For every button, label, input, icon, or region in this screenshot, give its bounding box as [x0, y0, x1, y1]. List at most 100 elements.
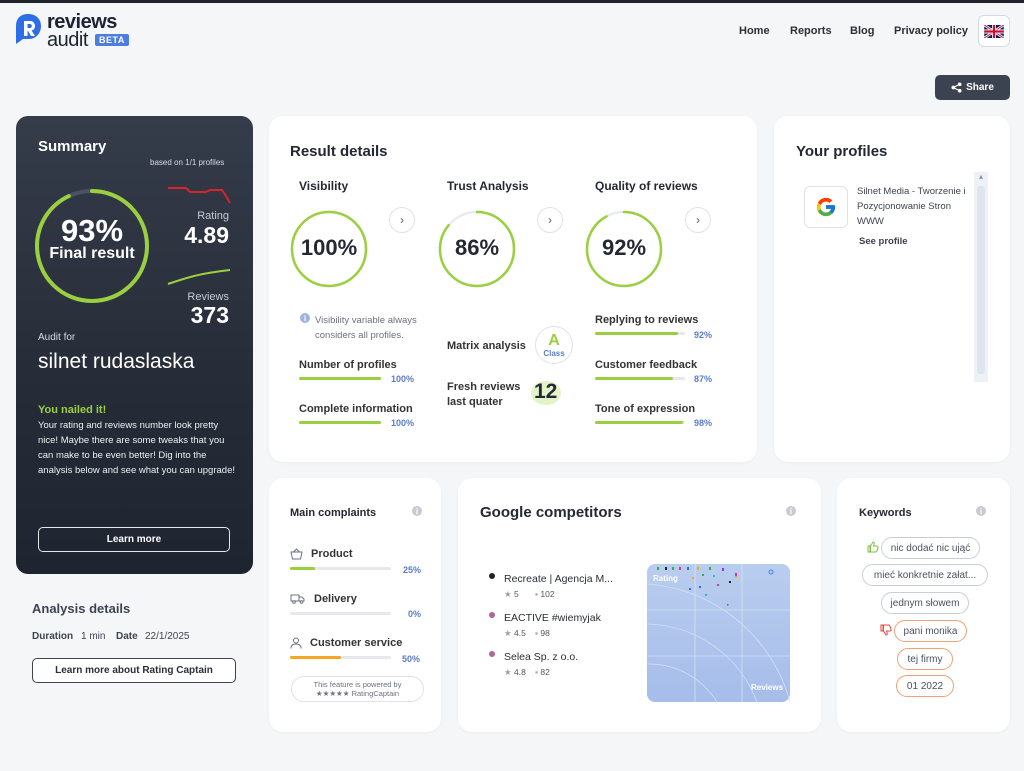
learn-more-rating-captain-button[interactable]: Learn more about Rating Captain [32, 658, 236, 683]
keyword-negative[interactable]: 01 2022 [896, 675, 954, 697]
info-icon[interactable]: i [786, 506, 796, 516]
competitor-rating-value: 4.8 [514, 667, 526, 677]
info-icon[interactable]: i [976, 506, 986, 516]
reviews-trend-line [167, 269, 231, 285]
visibility-percent: 100% [300, 235, 358, 260]
share-icon [951, 82, 962, 93]
visibility-ring [290, 210, 368, 288]
audit-for-name: silnet rudaslaska [38, 350, 195, 373]
competitor-reviews-value: 82 [540, 667, 550, 677]
duration-value: 1 min [81, 631, 106, 642]
thumbs-down-icon [880, 624, 892, 636]
scroll-up-icon[interactable]: ▴ [978, 172, 983, 181]
logo-text-audit: audit [47, 29, 88, 51]
scrollbar-thumb[interactable] [977, 186, 985, 374]
matrix-class-label: Class [543, 349, 565, 358]
person-icon [290, 637, 302, 649]
keyword-positive[interactable]: nic dodać nic ująć [881, 537, 980, 559]
your-profiles-card: Your profiles Silnet Media - Tworzenie i… [774, 116, 1010, 462]
info-icon[interactable]: i [412, 506, 422, 516]
final-label: Final result [49, 245, 135, 262]
customer-feedback-label: Customer feedback [595, 359, 698, 371]
nav-blog[interactable]: Blog [850, 25, 875, 37]
result-details-title: Result details [290, 143, 388, 160]
complaint-customer-service-label: Customer service [310, 637, 403, 649]
nav-home[interactable]: Home [739, 25, 770, 37]
google-competitors-card: Google competitors i Recreate | Agencja … [458, 478, 821, 732]
date-value: 22/1/2025 [145, 631, 190, 642]
logo[interactable]: reviews audit BETA [15, 11, 135, 52]
fresh-reviews-highlight [531, 381, 561, 405]
google-competitors-title: Google competitors [480, 504, 622, 521]
competitor-reviews-value: 102 [540, 589, 555, 599]
matrix-grade: A [548, 332, 560, 349]
powered-by-badge[interactable]: This feature is powered by ★★★★★ RatingC… [291, 676, 424, 702]
trust-percent: 86% [454, 235, 500, 260]
language-switcher[interactable] [978, 15, 1010, 47]
complaint-customer-service-pct: 50% [402, 654, 421, 664]
star-icon: ★ [504, 667, 512, 677]
customer-feedback-pct: 87% [694, 374, 713, 384]
keyword-positive[interactable]: mieć konkretnie załat... [862, 564, 988, 586]
rating-trend-line [168, 187, 231, 204]
learn-more-button[interactable]: Learn more [38, 527, 230, 552]
star-icon: ★ [504, 589, 512, 599]
replying-label: Replying to reviews [595, 314, 699, 326]
competitor-name: EACTIVE #wiemyjak [504, 612, 601, 624]
quality-title: Quality of reviews [595, 179, 698, 193]
truck-icon [290, 594, 305, 604]
competitor-reviews: ▪ 98 [535, 628, 550, 638]
keywords-title: Keywords [859, 507, 912, 519]
share-label: Share [966, 82, 994, 93]
replying-bar [595, 332, 685, 335]
complaint-product-bar [290, 567, 391, 570]
competitor-rating-value: 5 [514, 589, 519, 599]
complete-information-pct: 100% [391, 418, 415, 428]
visibility-expand-button[interactable]: › [389, 207, 415, 233]
keyword-negative[interactable]: pani monika [894, 620, 967, 642]
keyword-positive[interactable]: jednym słowem [881, 592, 969, 614]
rating-value: 4.89 [184, 222, 229, 248]
analysis-title: Analysis details [32, 601, 131, 616]
complaint-product-label: Product [311, 548, 353, 560]
competitor-name: Selea Sp. z o.o. [504, 651, 579, 663]
trust-expand-button[interactable]: › [537, 207, 563, 233]
chevron-right-icon: › [400, 213, 404, 227]
keyword-negative[interactable]: tej firmy [897, 648, 953, 670]
share-button[interactable]: Share [935, 75, 1010, 100]
nailed-text: Your rating and reviews number look pret… [38, 420, 235, 476]
trust-ring [438, 210, 516, 288]
competitor-rating: ★ 4.5 [504, 628, 526, 639]
competitors-scatter-map: Rating Reviews [647, 564, 790, 702]
complaint-delivery-label: Delivery [314, 593, 357, 605]
chart-y-label: Rating [653, 574, 678, 583]
visibility-title: Visibility [299, 179, 349, 193]
competitor-rating: ★ 4.8 [504, 667, 526, 678]
summary-title: Summary [38, 138, 107, 155]
nav-privacy-policy[interactable]: Privacy policy [894, 25, 968, 37]
quality-expand-button[interactable]: › [685, 207, 711, 233]
number-of-profiles-label: Number of profiles [299, 359, 397, 371]
competitor-dot [489, 612, 495, 618]
star-icon: ★ [504, 628, 512, 638]
trust-analysis-title: Trust Analysis [447, 179, 529, 193]
chevron-right-icon: › [696, 213, 700, 227]
final-result-ring [35, 189, 149, 303]
based-on-text: based on 1/1 profiles [150, 158, 225, 167]
duration-label: Duration [32, 631, 74, 642]
nav-reports[interactable]: Reports [790, 25, 832, 37]
see-profile-link[interactable]: See profile [859, 236, 908, 247]
profiles-scrollbar[interactable]: ▴ [974, 172, 988, 382]
replying-pct: 92% [694, 330, 713, 340]
final-percent: 93% [60, 213, 124, 248]
logo-text-reviews: reviews [47, 11, 117, 33]
nailed-title: You nailed it! [38, 404, 107, 416]
keywords-card: Keywords i nic dodać nic ująć mieć konkr… [837, 478, 1010, 732]
powered-by-line1: This feature is powered by [313, 680, 402, 689]
chart-x-label: Reviews [751, 683, 784, 692]
complete-information-label: Complete information [299, 403, 413, 415]
competitor-rating-value: 4.5 [514, 628, 526, 638]
rating-label: Rating [197, 210, 229, 222]
fresh-reviews-value: 12 [534, 380, 558, 403]
info-icon: i [300, 313, 310, 323]
